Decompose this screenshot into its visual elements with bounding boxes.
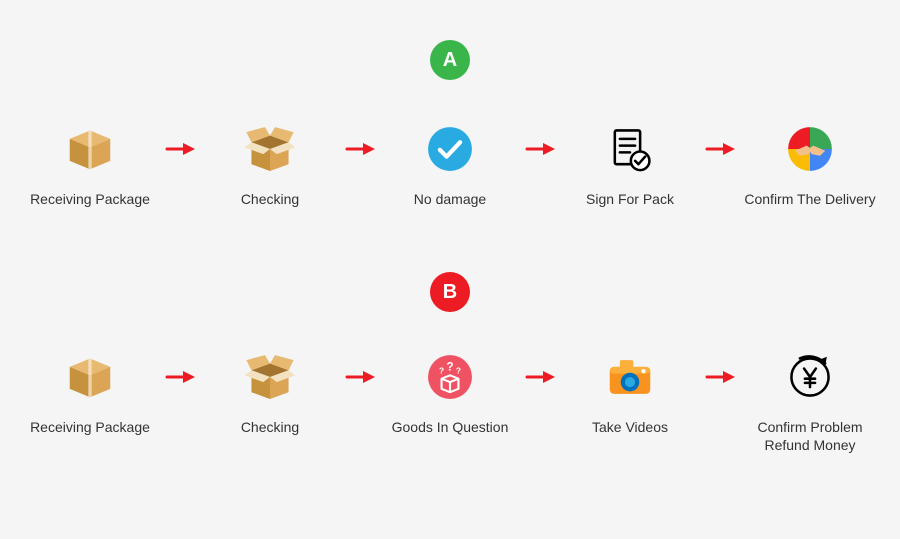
flow-arrow (705, 122, 735, 176)
flow-badge-a-letter: A (443, 49, 457, 71)
camera-icon (603, 350, 657, 404)
flow-step-label: Receiving Package (30, 418, 150, 436)
flow-step-label: Goods In Question (392, 418, 509, 436)
arrow-icon (525, 369, 555, 385)
arrow-icon (705, 141, 735, 157)
flow-arrow (345, 122, 375, 176)
sign-doc-icon (603, 122, 657, 176)
arrow-icon (345, 369, 375, 385)
arrow-icon (345, 141, 375, 157)
flow-step-label: Confirm Problem Refund Money (757, 418, 862, 454)
question-box-icon: ??? (423, 350, 477, 404)
flow-arrow (525, 350, 555, 404)
open-box-icon (243, 350, 297, 404)
flow-step-label: Checking (241, 418, 299, 436)
flow-step: Receiving Package (15, 122, 165, 208)
flow-badge-b-letter: B (443, 281, 457, 303)
svg-text:?: ? (439, 366, 444, 376)
flow-step-label: Take Videos (592, 418, 668, 436)
flow-step-label: Confirm The Delivery (744, 190, 875, 208)
flow-arrow (525, 122, 555, 176)
flow-arrow (345, 350, 375, 404)
flow-step: Checking (195, 350, 345, 436)
closed-box-icon (63, 350, 117, 404)
flow-row-a: Receiving Package Checking No damage Sign F… (0, 122, 900, 208)
flow-step: Checking (195, 122, 345, 208)
svg-text:?: ? (446, 359, 453, 373)
arrow-icon (165, 141, 195, 157)
handshake-icon (783, 122, 837, 176)
flow-row-b: Receiving Package Checking??? Goods In Que… (0, 350, 900, 454)
refund-yen-icon (783, 350, 837, 404)
svg-text:?: ? (456, 366, 461, 376)
flow-arrow (705, 350, 735, 404)
flow-arrow (165, 122, 195, 176)
flow-step: Receiving Package (15, 350, 165, 436)
flow-badge-b: B (430, 272, 470, 312)
check-circle-icon (423, 122, 477, 176)
arrow-icon (165, 369, 195, 385)
flow-step: Confirm The Delivery (735, 122, 885, 208)
arrow-icon (525, 141, 555, 157)
closed-box-icon (63, 122, 117, 176)
flow-step: Confirm Problem Refund Money (735, 350, 885, 454)
flow-step-label: No damage (414, 190, 486, 208)
flow-badge-a: A (430, 40, 470, 80)
flow-step: Take Videos (555, 350, 705, 436)
flow-step-label: Checking (241, 190, 299, 208)
flow-step: No damage (375, 122, 525, 208)
flow-step: ??? Goods In Question (375, 350, 525, 436)
open-box-icon (243, 122, 297, 176)
arrow-icon (705, 369, 735, 385)
flow-arrow (165, 350, 195, 404)
flow-step: Sign For Pack (555, 122, 705, 208)
flow-step-label: Sign For Pack (586, 190, 674, 208)
flow-step-label: Receiving Package (30, 190, 150, 208)
